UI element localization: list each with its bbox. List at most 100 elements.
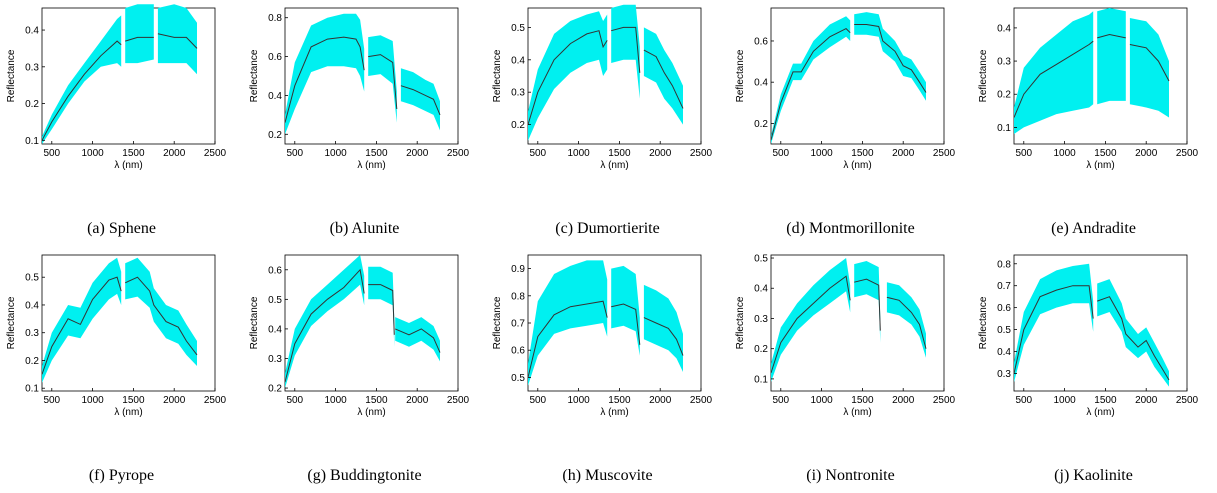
spectra-band (400, 68, 440, 131)
y-tick-label: 0.4 (997, 23, 1011, 34)
x-tick-label: 2500 (1176, 148, 1199, 159)
spectrum-chart: 500 1000 1500 2000 2500 0.3 0.4 0.5 0.6 0.7 0.8 λ (… (978, 254, 1199, 418)
x-axis-label: λ (nm) (843, 160, 871, 171)
spectrum-panel: 500 1000 1500 2000 2500 0.1 0.2 0.3 0.4 λ (nm) Ref… (0, 0, 243, 246)
x-axis-label: λ (nm) (357, 407, 385, 418)
x-tick-label: 2500 (690, 395, 713, 406)
x-tick-label: 2000 (892, 395, 915, 406)
y-tick-label: 0.5 (25, 273, 39, 284)
x-tick-label: 1000 (810, 395, 833, 406)
spectra-band (157, 4, 197, 75)
spectrum-chart: 500 1000 1500 2000 2500 0.1 0.2 0.3 0.4 λ (nm) Ref… (6, 4, 227, 171)
mean-spectrum-line (886, 296, 927, 349)
spectrum-panel: 500 1000 1500 2000 2500 0.2 0.4 0.6 0.8 λ (nm) Ref… (243, 0, 486, 246)
plot-frame (770, 7, 945, 145)
spectrum-panel: 500 1000 1500 2000 2500 0.1 0.2 0.3 0.4 λ (nm) Ref… (972, 0, 1215, 246)
mean-spectrum-line (854, 278, 881, 331)
plot-frame (1013, 254, 1188, 392)
mean-spectrum-line (1097, 296, 1170, 381)
y-tick-label: 0.5 (511, 373, 525, 384)
x-tick-label: 2500 (447, 148, 470, 159)
x-axis-label: λ (nm) (600, 407, 628, 418)
spectra-band (285, 13, 365, 135)
y-tick-label: 0.2 (754, 119, 768, 130)
spectra-band (1014, 263, 1094, 383)
spectra-band (854, 12, 926, 101)
spectra-band (1097, 279, 1169, 387)
y-tick-label: 0.4 (25, 300, 39, 311)
x-tick-label: 1000 (567, 395, 590, 406)
x-tick-label: 1000 (324, 395, 347, 406)
spectrum-panel: 500 1000 1500 2000 2500 0.3 0.4 0.5 0.6 0.7 0.8 λ (… (972, 247, 1215, 493)
x-tick-label: 1500 (851, 148, 874, 159)
x-tick-label: 1500 (365, 148, 388, 159)
x-tick-label: 2500 (933, 395, 956, 406)
x-axis-label: λ (nm) (843, 407, 871, 418)
mean-spectrum-line (1013, 40, 1094, 118)
spectrum-chart: 500 1000 1500 2000 2500 0.1 0.2 0.3 0.4 0.5 λ (nm)… (6, 254, 227, 418)
mean-spectrum-line (770, 275, 851, 374)
mean-spectrum-line (284, 268, 365, 383)
x-tick-label: 500 (286, 148, 303, 159)
y-tick-label: 0.3 (754, 314, 768, 325)
spectra-band (886, 282, 926, 358)
x-tick-label: 1000 (81, 395, 104, 406)
y-tick-label: 0.7 (997, 281, 1011, 292)
x-tick-label: 500 (772, 148, 789, 159)
panel-caption: (c) Dumortierite (555, 220, 660, 237)
x-tick-label: 2500 (204, 395, 227, 406)
y-axis-label: Reflectance (249, 296, 260, 349)
mean-spectrum-line (1013, 285, 1094, 374)
spectrum-panel: 500 1000 1500 2000 2500 0.2 0.4 0.6 λ (nm) Reflec… (729, 0, 972, 246)
panel-caption: (d) Montmorillonite (786, 220, 915, 237)
spectra-band (611, 265, 640, 356)
x-axis-label: λ (nm) (357, 160, 385, 171)
x-tick-label: 2000 (406, 395, 429, 406)
y-tick-label: 0.3 (997, 369, 1011, 380)
mean-spectrum-line (770, 27, 851, 141)
x-tick-label: 2000 (649, 148, 672, 159)
y-tick-label: 0.9 (511, 264, 525, 275)
y-tick-label: 0.2 (268, 384, 282, 395)
spectrum-chart: 500 1000 1500 2000 2500 0.5 0.6 0.7 0.8 0.9 λ (nm)… (492, 254, 713, 418)
mean-spectrum-line (400, 85, 441, 116)
mean-spectrum-line (157, 33, 198, 49)
spectrum-panel: 500 1000 1500 2000 2500 0.1 0.2 0.3 0.4 0.5 λ (nm)… (729, 247, 972, 493)
spectrum-panel: 500 1000 1500 2000 2500 0.1 0.2 0.3 0.4 0.5 λ (nm)… (0, 247, 243, 493)
spectrum-chart: 500 1000 1500 2000 2500 0.2 0.3 0.4 0.5 λ (nm) Ref… (492, 4, 713, 171)
plot-frame (284, 254, 459, 392)
x-tick-label: 500 (772, 395, 789, 406)
panel-caption: (a) Sphene (87, 220, 156, 237)
x-axis-label: λ (nm) (1086, 160, 1114, 171)
y-tick-label: 0.2 (268, 130, 282, 141)
y-tick-label: 0.7 (511, 319, 525, 330)
x-tick-label: 1500 (608, 395, 631, 406)
y-tick-label: 0.2 (511, 120, 525, 131)
x-tick-label: 500 (286, 395, 303, 406)
mean-spectrum-line (368, 54, 398, 110)
spectra-band (611, 4, 640, 99)
panel-caption: (g) Buddingtonite (307, 467, 422, 484)
x-tick-label: 1000 (81, 148, 104, 159)
x-tick-label: 2000 (406, 148, 429, 159)
y-tick-label: 0.4 (268, 91, 282, 102)
y-tick-label: 0.3 (511, 88, 525, 99)
panel-caption: (h) Muscovite (562, 467, 653, 484)
x-tick-label: 2500 (690, 148, 713, 159)
x-tick-label: 1500 (851, 395, 874, 406)
y-axis-label: Reflectance (6, 296, 17, 349)
x-tick-label: 500 (529, 395, 546, 406)
spectra-band (528, 11, 608, 141)
spectra-band (528, 260, 608, 386)
y-tick-label: 0.4 (754, 284, 768, 295)
spectra-band (42, 15, 122, 145)
x-tick-label: 2500 (933, 148, 956, 159)
y-axis-label: Reflectance (735, 49, 746, 102)
y-tick-label: 0.2 (25, 356, 39, 367)
x-tick-label: 1000 (1053, 148, 1076, 159)
x-tick-label: 1000 (1053, 395, 1076, 406)
x-axis-label: λ (nm) (600, 160, 628, 171)
y-axis-label: Reflectance (978, 296, 989, 349)
mean-spectrum-line (1097, 33, 1126, 39)
